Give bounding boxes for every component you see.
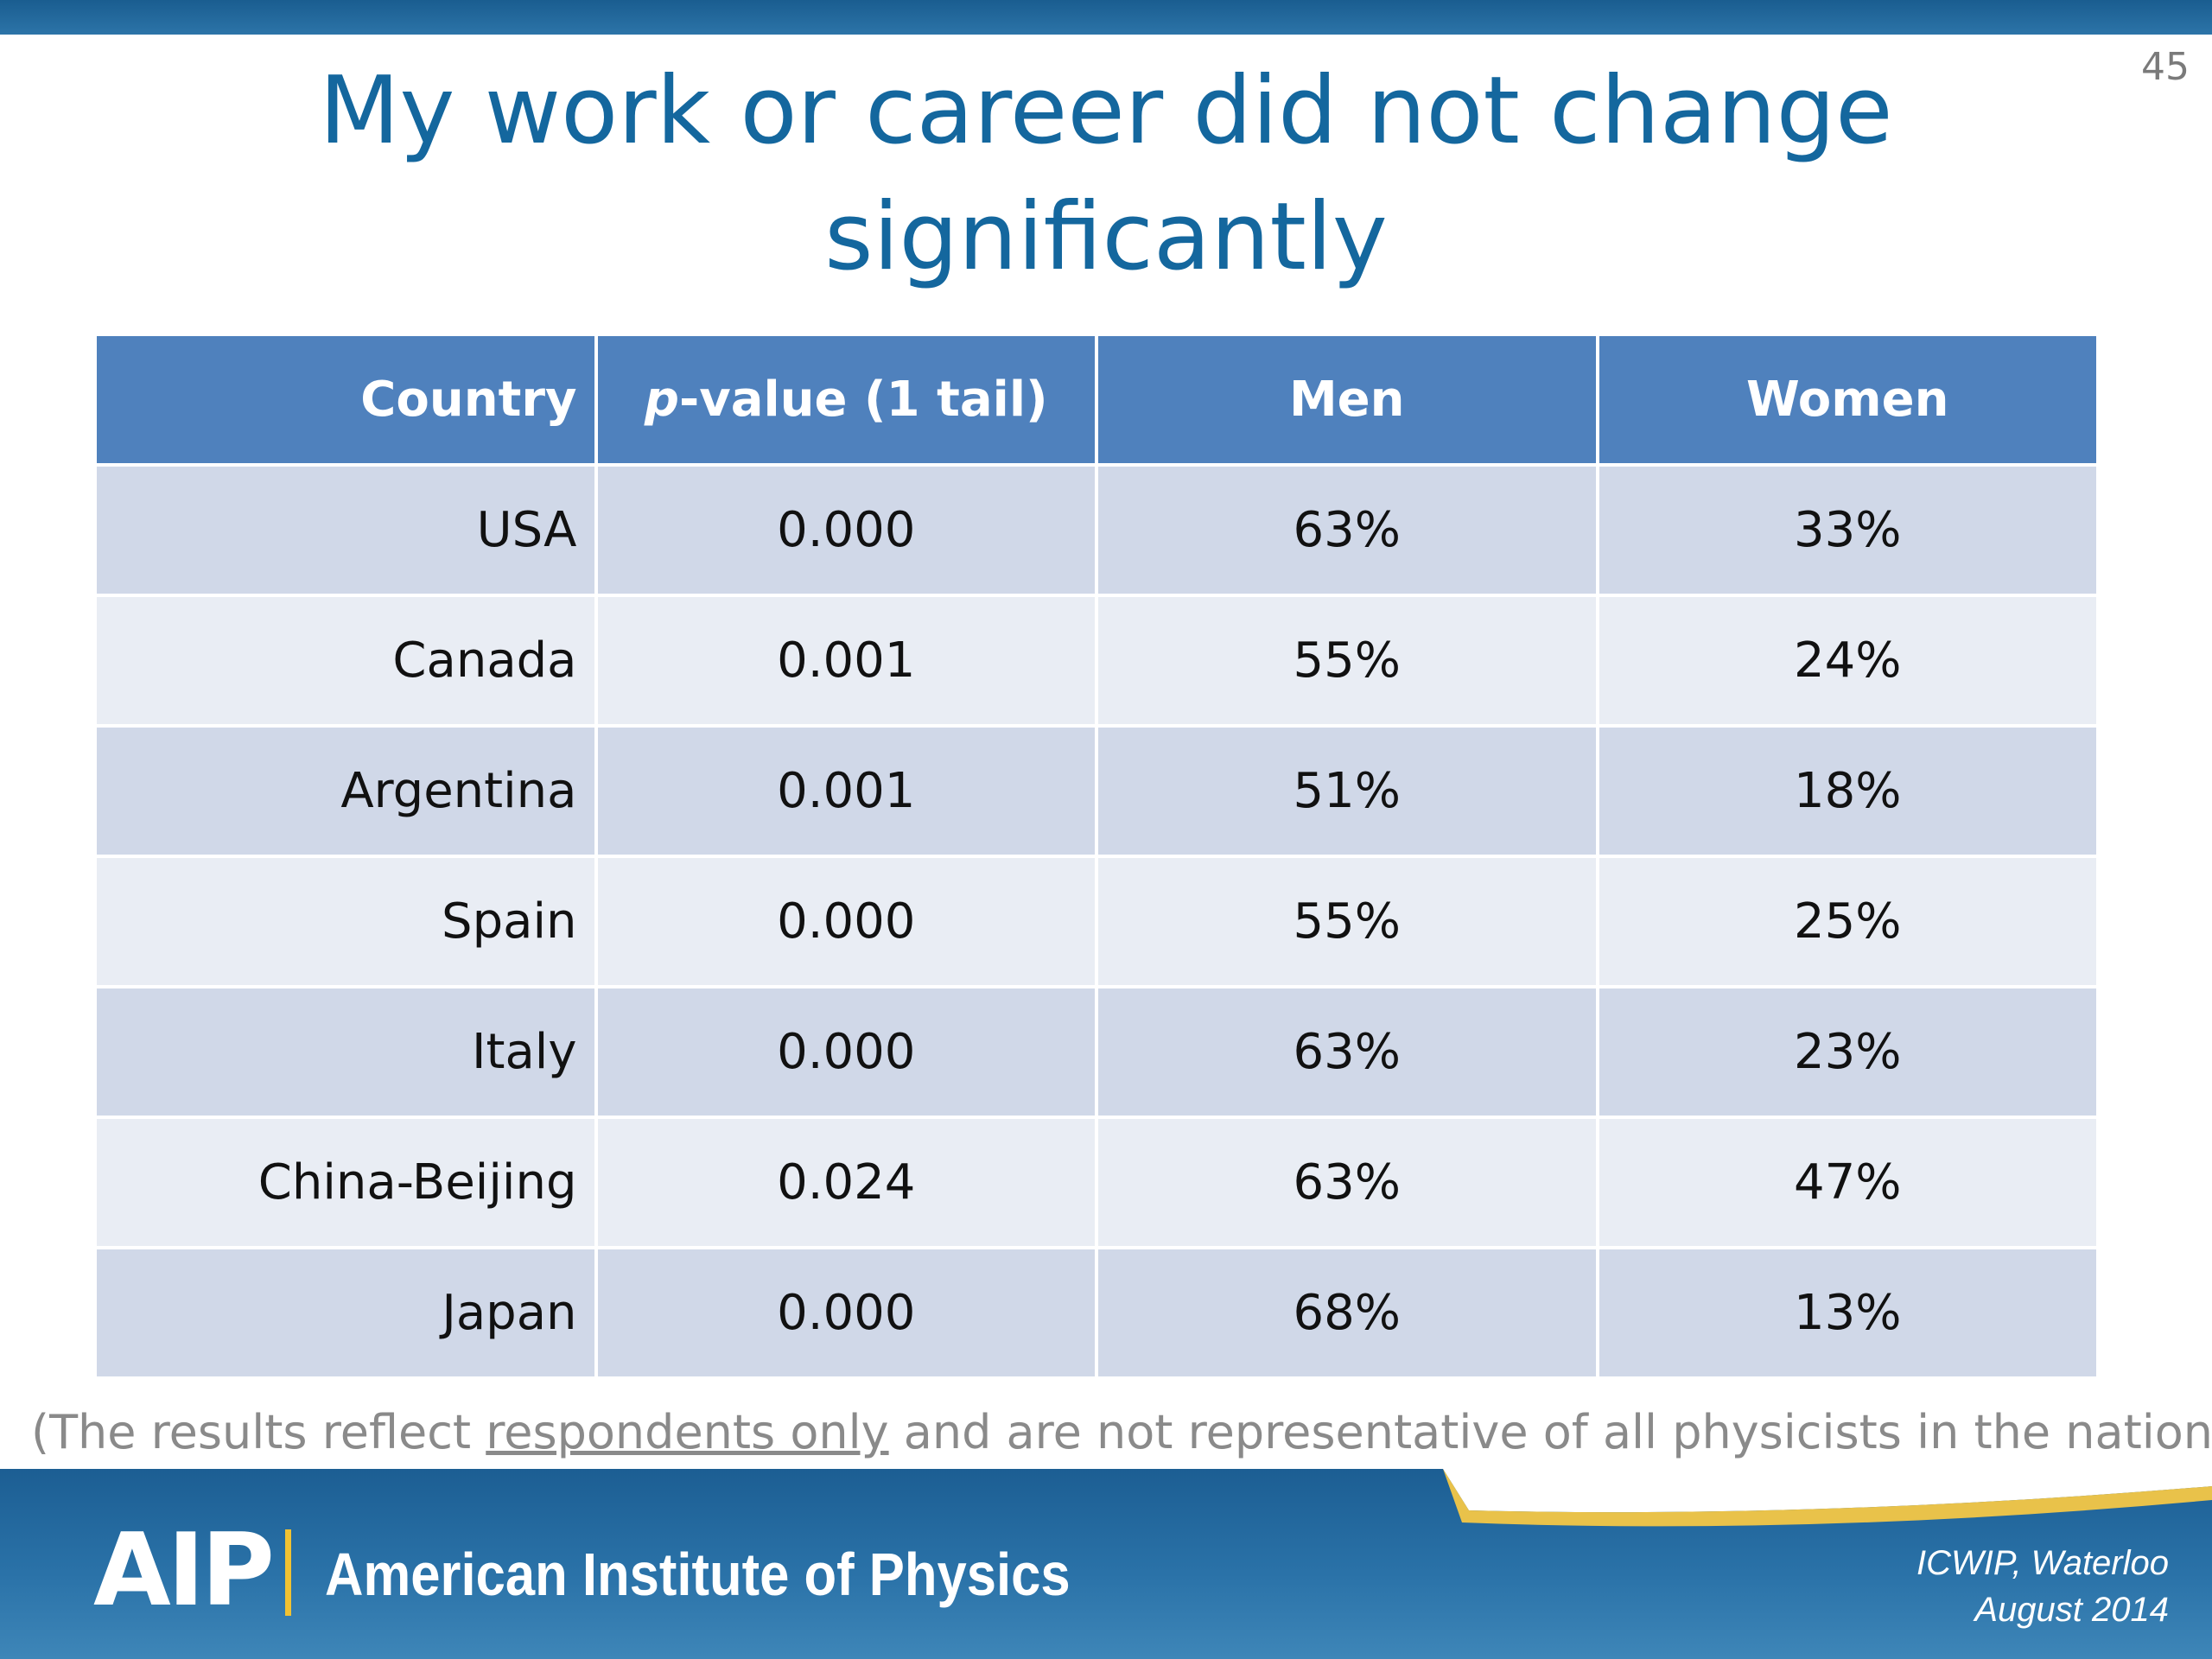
header-p-value: p-value (1 tail) <box>594 333 1098 467</box>
table-row: Japan 0.000 68% 13% <box>93 1246 2100 1380</box>
slide-title: My work or career did not change signifi… <box>319 57 1893 291</box>
cell-men: 68% <box>1095 1246 1599 1380</box>
cell-p-value: 0.000 <box>594 1246 1098 1380</box>
slide-number: 45 <box>2141 45 2190 89</box>
cell-p-value: 0.000 <box>594 463 1098 597</box>
cell-men: 63% <box>1095 985 1599 1119</box>
footnote-underlined: respondents only <box>486 1405 889 1459</box>
header-women: Women <box>1595 333 2100 467</box>
footer-banner: AIP American Institute of Physics ICWIP,… <box>0 1469 2212 1659</box>
logo-divider <box>285 1529 291 1616</box>
conference-name: ICWIP, Waterloo <box>1916 1544 2169 1582</box>
header-p-rest: -value (1 tail) <box>678 372 1048 428</box>
header-men: Men <box>1095 333 1599 467</box>
header-p-italic: p <box>644 372 679 428</box>
cell-p-value: 0.000 <box>594 985 1098 1119</box>
header-country: Country <box>93 333 598 467</box>
cell-p-value: 0.001 <box>594 724 1098 858</box>
table-row: Canada 0.001 55% 24% <box>93 594 2100 728</box>
cell-country: Argentina <box>93 724 598 858</box>
footnote-end: and are not representative of all physic… <box>888 1405 2212 1459</box>
cell-women: 18% <box>1595 724 2100 858</box>
cell-women: 25% <box>1595 855 2100 988</box>
results-table: Country p-value (1 tail) Men Women USA 0… <box>93 333 2100 1380</box>
cell-women: 13% <box>1595 1246 2100 1380</box>
conference-date: August 2014 <box>1974 1591 2169 1629</box>
cell-p-value: 0.024 <box>594 1116 1098 1249</box>
table-header-row: Country p-value (1 tail) Men Women <box>93 333 2100 467</box>
cell-p-value: 0.001 <box>594 594 1098 728</box>
cell-p-value: 0.000 <box>594 855 1098 988</box>
footnote: (The results reflect respondents only an… <box>31 1405 2212 1459</box>
cell-men: 63% <box>1095 1116 1599 1249</box>
table-row: Italy 0.000 63% 23% <box>93 985 2100 1119</box>
cell-country: Italy <box>93 985 598 1119</box>
cell-country: China-Beijing <box>93 1116 598 1249</box>
footnote-start: (The results reflect <box>31 1405 486 1459</box>
cell-men: 63% <box>1095 463 1599 597</box>
top-banner <box>0 0 2212 35</box>
cell-women: 33% <box>1595 463 2100 597</box>
cell-men: 55% <box>1095 855 1599 988</box>
table-row: China-Beijing 0.024 63% 47% <box>93 1116 2100 1249</box>
cell-women: 24% <box>1595 594 2100 728</box>
cell-men: 51% <box>1095 724 1599 858</box>
table-row: Spain 0.000 55% 25% <box>93 855 2100 988</box>
cell-country: USA <box>93 463 598 597</box>
footer-swoosh-decoration <box>0 1469 2212 1527</box>
cell-men: 55% <box>1095 594 1599 728</box>
cell-country: Canada <box>93 594 598 728</box>
table-row: USA 0.000 63% 33% <box>93 463 2100 597</box>
cell-women: 47% <box>1595 1116 2100 1249</box>
cell-country: Japan <box>93 1246 598 1380</box>
cell-women: 23% <box>1595 985 2100 1119</box>
cell-country: Spain <box>93 855 598 988</box>
table-row: Argentina 0.001 51% 18% <box>93 724 2100 858</box>
organization-name: American Institute of Physics <box>325 1541 1071 1608</box>
conference-info: ICWIP, Waterloo August 2014 <box>1916 1540 2169 1633</box>
aip-logo: AIP <box>93 1512 275 1629</box>
